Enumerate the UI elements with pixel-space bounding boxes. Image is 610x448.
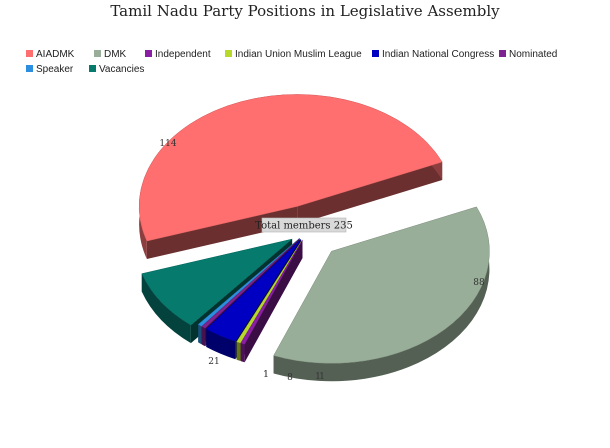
slice-top <box>236 239 303 344</box>
slice-side <box>297 162 443 225</box>
slice-side <box>146 206 298 260</box>
legend-label: AIADMK <box>36 49 75 60</box>
data-label-speaker: 1 <box>263 370 269 380</box>
slice-wall <box>240 343 245 363</box>
legend-item-nominated: Nominated <box>499 49 557 60</box>
slice-top <box>138 94 443 242</box>
legend-item-dmk: DMK <box>94 49 127 60</box>
legend-item-vacancies: Vacancies <box>89 64 144 75</box>
center-label-box: Total members 235 <box>255 217 353 233</box>
slice-wall <box>273 206 490 382</box>
data-label-independent: 1 <box>263 370 269 380</box>
slice-top <box>201 238 300 329</box>
legend-item-indian-union-muslim-league: Indian Union Muslim League <box>225 49 362 60</box>
legend-item-aiadmk: AIADMK <box>26 49 75 60</box>
slice-wall <box>141 273 191 344</box>
slice-top <box>141 238 293 326</box>
data-label-aiadmk: 114 <box>159 139 176 149</box>
legend-item-speaker: Speaker <box>26 64 74 75</box>
center-label: Total members 235 <box>255 221 353 232</box>
slice-top <box>205 239 302 342</box>
legend-swatch <box>26 65 33 72</box>
slice-top <box>197 238 300 327</box>
slice-wall <box>198 324 202 345</box>
data-label-indian-national-congress: 8 <box>287 373 293 383</box>
slice-independent <box>240 239 303 363</box>
slice-wall <box>206 329 236 360</box>
slice-dmk <box>273 206 490 382</box>
data-label-vacancies: 21 <box>208 357 219 367</box>
legend-swatch <box>89 65 96 72</box>
legend-label: Indian National Congress <box>382 49 494 60</box>
legend-label: Indian Union Muslim League <box>235 49 362 60</box>
legend-swatch <box>372 50 379 57</box>
legend-swatch <box>26 50 33 57</box>
legend-label: Vacancies <box>99 64 144 75</box>
data-label-dmk: 88 <box>473 278 485 288</box>
legend-swatch <box>225 50 232 57</box>
legend-label: Independent <box>155 49 211 60</box>
legend-label: DMK <box>104 49 127 60</box>
legend-item-indian-national-congress: Indian National Congress <box>372 49 494 60</box>
slice-wall <box>201 326 206 347</box>
legend-label: Speaker <box>36 64 74 75</box>
legend-swatch <box>499 50 506 57</box>
slice-aiadmk <box>138 94 443 260</box>
pie-slices <box>138 94 490 382</box>
slice-side <box>240 239 303 362</box>
legend-swatch <box>94 50 101 57</box>
slice-top <box>240 239 303 345</box>
legend-item-independent: Independent <box>145 49 211 60</box>
data-label-indian-union-muslim-league: 1 <box>315 372 321 382</box>
legend: AIADMK DMK Independent Indian Union Muslim … <box>26 49 557 75</box>
legend-swatch <box>145 50 152 57</box>
legend-label: Nominated <box>509 49 557 60</box>
data-label-nominated: 1 <box>319 372 325 382</box>
slice-top <box>273 206 490 364</box>
slice-wall <box>236 341 241 361</box>
chart-title: Tamil Nadu Party Positions in Legislativ… <box>110 2 500 20</box>
